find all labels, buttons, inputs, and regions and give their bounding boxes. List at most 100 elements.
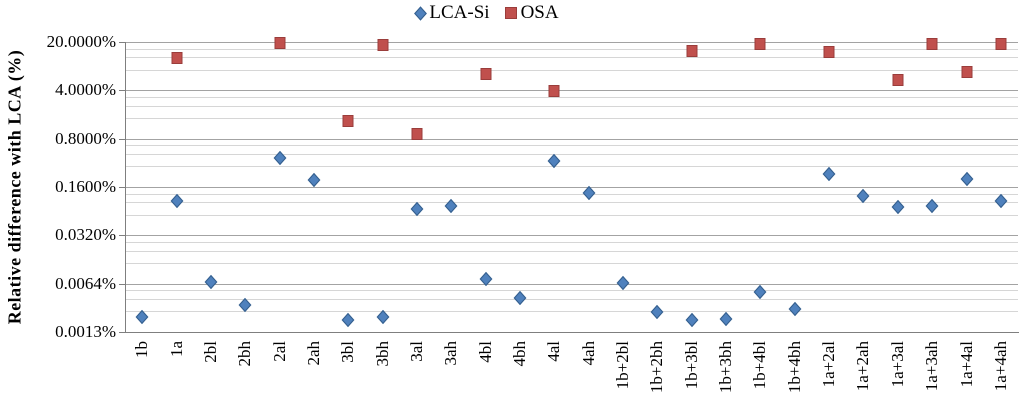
- gridline-minor: [125, 262, 1018, 264]
- x-tick-label: 1b+3bh: [716, 341, 736, 394]
- diamond-marker-icon: [414, 5, 428, 21]
- x-tick-label: 3bh: [372, 341, 392, 367]
- data-point-lca-si: [651, 304, 664, 320]
- x-tick-label: 4ah: [578, 341, 598, 366]
- legend-label-lca-si: LCA-Si: [429, 2, 490, 23]
- gridline-minor: [125, 202, 1018, 204]
- x-tick-label: 1b+4bh: [784, 341, 804, 394]
- gridline-minor: [125, 57, 1018, 59]
- gridline-minor: [125, 48, 1018, 50]
- y-tick-label: 0.8000%: [55, 128, 116, 148]
- x-tick-label: 4bh: [510, 341, 529, 367]
- x-tick-label: 4al: [544, 341, 564, 362]
- data-point-osa: [754, 37, 766, 50]
- data-point-lca-si: [925, 198, 939, 213]
- y-axis-tick: [119, 138, 125, 140]
- data-point-osa: [377, 39, 389, 52]
- data-point-lca-si: [273, 150, 286, 166]
- x-tick-label: 1a+4al: [956, 341, 976, 388]
- data-point-lca-si: [341, 312, 355, 328]
- x-tick-label: 1b+4bl: [750, 341, 770, 390]
- gridline-minor: [125, 290, 1018, 292]
- gridline-major: [125, 283, 1018, 285]
- data-point-lca-si: [960, 171, 973, 186]
- gridline-major: [125, 187, 1018, 188]
- data-point-osa: [548, 85, 560, 98]
- y-axis-tick: [119, 332, 125, 333]
- x-tick-label: 1b+3bl: [681, 341, 701, 390]
- gridline-minor: [125, 299, 1018, 300]
- y-tick-label: 0.0013%: [55, 322, 116, 341]
- gridline-minor: [125, 69, 1018, 71]
- y-tick-label: 4.0000%: [55, 80, 116, 100]
- gridline-minor: [125, 154, 1018, 155]
- x-axis-line: [125, 332, 1019, 333]
- y-tick-label: 20.0000%: [46, 32, 116, 51]
- x-tick-label: 2bl: [200, 341, 220, 363]
- data-point-lca-si: [788, 301, 802, 316]
- data-point-lca-si: [582, 186, 596, 201]
- data-point-lca-si: [719, 311, 733, 326]
- data-point-lca-si: [754, 284, 767, 299]
- chart-legend: LCA-Si OSA: [0, 2, 975, 24]
- data-point-lca-si: [685, 312, 699, 328]
- data-point-osa: [342, 114, 354, 127]
- y-axis-line: [125, 42, 126, 333]
- data-point-osa: [823, 46, 835, 59]
- x-tick-label: 1a: [166, 341, 186, 358]
- data-point-osa: [686, 45, 698, 57]
- gridline-minor: [125, 214, 1018, 216]
- legend-label-osa: OSA: [520, 2, 559, 23]
- x-tick-label: 2bh: [235, 341, 255, 367]
- gridline-major: [125, 235, 1018, 237]
- data-point-osa: [892, 74, 904, 87]
- y-axis-tick: [119, 90, 125, 92]
- gridline-minor: [125, 145, 1018, 147]
- y-axis-tick: [119, 235, 125, 237]
- gridline-minor: [125, 105, 1018, 107]
- gridline-minor: [125, 250, 1018, 252]
- legend-item-lca-si: LCA-Si: [414, 2, 490, 24]
- data-point-lca-si: [616, 276, 630, 291]
- x-tick-label: 1b: [132, 341, 152, 358]
- y-tick-label: 0.0320%: [55, 225, 116, 245]
- data-point-osa: [480, 68, 492, 80]
- gridline-major: [125, 138, 1018, 140]
- x-tick-label: 1a+2ah: [853, 341, 873, 392]
- data-point-osa: [274, 36, 286, 49]
- x-tick-label: 1b+2bh: [647, 341, 667, 394]
- data-point-osa: [171, 52, 182, 65]
- square-marker-icon: [504, 7, 517, 19]
- data-point-osa: [926, 38, 938, 51]
- x-tick-label: 2ah: [303, 341, 323, 366]
- x-tick-label: 4bl: [475, 341, 495, 363]
- gridline-minor: [125, 117, 1018, 119]
- x-tick-label: 2al: [269, 341, 289, 362]
- x-tick-label: 1a+2al: [819, 341, 839, 388]
- data-point-lca-si: [822, 166, 836, 181]
- x-tick-label: 3ah: [441, 341, 461, 366]
- gridline-major: [125, 90, 1018, 92]
- data-point-osa: [995, 38, 1007, 51]
- x-tick-label: 3bl: [338, 341, 358, 363]
- y-axis-tick: [119, 42, 125, 43]
- x-tick-label: 1b+2bl: [613, 341, 632, 390]
- data-point-lca-si: [994, 193, 1008, 209]
- gridline-minor: [125, 97, 1018, 98]
- data-point-lca-si: [170, 193, 183, 209]
- gridline-minor: [125, 193, 1018, 195]
- x-tick-label: 1a+3ah: [922, 341, 942, 392]
- data-point-lca-si: [513, 290, 527, 305]
- x-tick-label: 1a+3al: [887, 341, 907, 388]
- y-axis-tick: [119, 187, 125, 188]
- legend-item-osa: OSA: [504, 2, 559, 24]
- gridline-minor: [125, 166, 1018, 168]
- x-tick-label: 1a+4ah: [990, 341, 1010, 392]
- data-point-lca-si: [204, 274, 218, 289]
- y-axis-tick: [119, 283, 125, 285]
- data-point-osa: [411, 128, 423, 141]
- gridline-minor: [125, 242, 1018, 243]
- gridline-minor: [125, 311, 1018, 313]
- gridline-major: [125, 42, 1018, 43]
